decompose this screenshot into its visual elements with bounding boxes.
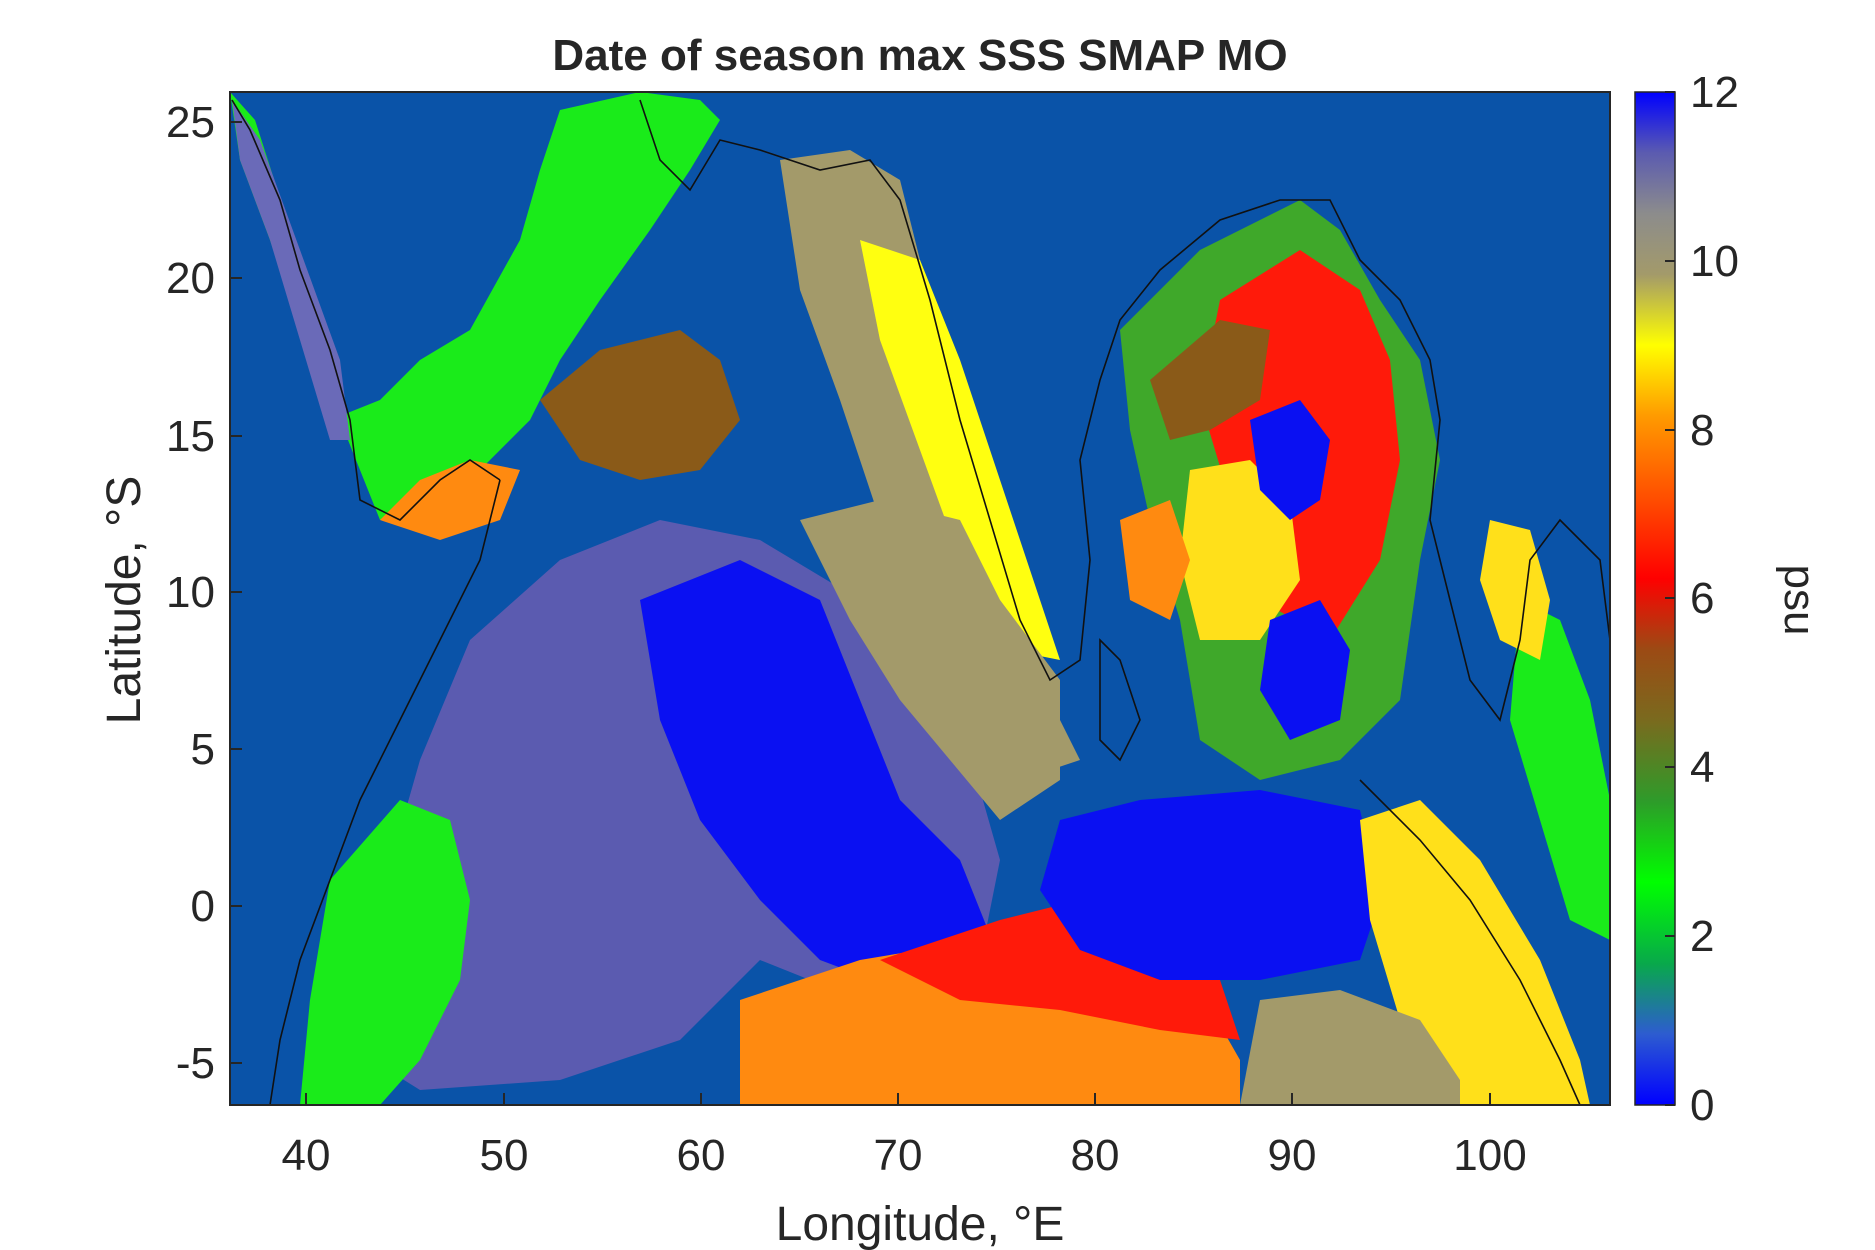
x-tick-label: 60 (677, 1131, 726, 1180)
field-africa-green (300, 800, 470, 1105)
x-axis: 40 50 60 70 80 90 100 Longitude, °E (282, 1093, 1527, 1250)
field-west-india-yellow (860, 240, 1060, 660)
y-tick-label: 0 (191, 882, 215, 931)
field-bay-bengal-brown (1150, 320, 1270, 440)
field-arabian-brown (540, 330, 740, 480)
x-tick-label: 50 (480, 1131, 529, 1180)
colorbar-tick-label: 12 (1690, 68, 1739, 117)
colorbar-label: psu (1775, 565, 1824, 636)
y-tick-label: -5 (176, 1039, 215, 1088)
x-axis-label: Longitude, °E (776, 1198, 1065, 1250)
field-oman-orange (380, 460, 520, 540)
x-tick-label: 100 (1453, 1131, 1526, 1180)
field-sumatra-grey (1240, 990, 1460, 1105)
y-axis: 25 20 15 10 5 0 -5 Latitude, °S (98, 98, 242, 1088)
x-tick-label: 40 (282, 1131, 331, 1180)
map-area (230, 92, 1610, 1105)
colorbar-tick-label: 6 (1690, 574, 1714, 623)
y-tick-label: 10 (166, 568, 215, 617)
y-tick-label: 15 (166, 412, 215, 461)
field-central-grey (800, 500, 1060, 820)
colorbar: 0 2 4 6 8 10 12 psu (1634, 68, 1824, 1130)
x-tick-label: 80 (1071, 1131, 1120, 1180)
coastlines (231, 99, 1610, 1105)
colorbar-tick-label: 2 (1690, 912, 1714, 961)
plot-frame (229, 91, 1611, 1106)
field-arabian-sea (230, 92, 720, 520)
chart-title: Date of season max SSS SMAP MO (552, 31, 1287, 80)
x-tick-label: 70 (874, 1131, 923, 1180)
colorbar-tick-label: 10 (1690, 237, 1739, 286)
field-malay-yellow (1480, 520, 1550, 660)
colorbar-tick-label: 8 (1690, 406, 1714, 455)
y-tick-label: 20 (166, 254, 215, 303)
field-equatorial-blue (1040, 790, 1380, 980)
colorbar-tick-label: 0 (1690, 1081, 1714, 1130)
y-tick-label: 5 (191, 725, 215, 774)
colorbar-tick-label: 4 (1690, 743, 1714, 792)
y-axis-label: Latitude, °S (98, 476, 151, 725)
field-red-sea (232, 100, 350, 440)
field-sri-lanka-orange (1120, 500, 1190, 620)
y-tick-label: 25 (166, 98, 215, 147)
field-malay-green (1510, 600, 1610, 940)
field-bay-bengal-yellow (1180, 460, 1300, 640)
field-andaman-blue (1260, 600, 1350, 740)
x-tick-label: 90 (1268, 1131, 1317, 1180)
field-bay-bengal-blue (1250, 400, 1330, 520)
field-central-blue (640, 560, 1000, 990)
